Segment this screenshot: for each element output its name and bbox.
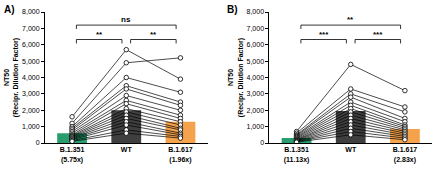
svg-text:***: *** [319, 30, 329, 39]
svg-text:7,000: 7,000 [22, 25, 40, 32]
svg-text:B.1.351(11.13x): B.1.351(11.13x) [284, 146, 310, 163]
svg-text:***: *** [373, 30, 383, 39]
svg-text:**: ** [150, 30, 157, 39]
svg-text:**: ** [347, 15, 354, 24]
svg-text:1,000: 1,000 [247, 123, 265, 130]
svg-text:B.1.617(1.96x): B.1.617(1.96x) [168, 146, 193, 163]
svg-text:B.1.617(2.83x): B.1.617(2.83x) [393, 146, 418, 163]
svg-text:4,000: 4,000 [22, 74, 40, 81]
svg-text:6,000: 6,000 [247, 41, 265, 48]
svg-text:WT: WT [345, 146, 357, 153]
svg-text:**: ** [96, 30, 103, 39]
svg-text:WT: WT [121, 146, 133, 153]
svg-text:A): A) [4, 4, 15, 15]
svg-text:5,000: 5,000 [22, 58, 40, 65]
svg-text:6,000: 6,000 [22, 41, 40, 48]
svg-text:4,000: 4,000 [247, 74, 265, 81]
svg-text:ns: ns [121, 15, 131, 24]
svg-text:B): B) [227, 4, 238, 15]
svg-text:2,000: 2,000 [22, 107, 40, 114]
svg-text:0: 0 [36, 139, 40, 146]
svg-text:3,000: 3,000 [247, 90, 265, 97]
svg-text:0: 0 [260, 139, 264, 146]
svg-text:7,000: 7,000 [247, 25, 265, 32]
svg-text:3,000: 3,000 [22, 90, 40, 97]
svg-text:NT50(Recipr. Dilution Factor): NT50(Recipr. Dilution Factor) [227, 38, 244, 117]
svg-text:8,000: 8,000 [247, 8, 265, 15]
svg-text:8,000: 8,000 [22, 8, 40, 15]
svg-text:5,000: 5,000 [247, 58, 265, 65]
svg-text:1,000: 1,000 [22, 123, 40, 130]
svg-text:2,000: 2,000 [247, 107, 265, 114]
svg-text:B.1.351(5.75x): B.1.351(5.75x) [60, 146, 85, 163]
svg-text:NT50(Recipr. Dilution Factor): NT50(Recipr. Dilution Factor) [3, 38, 20, 117]
